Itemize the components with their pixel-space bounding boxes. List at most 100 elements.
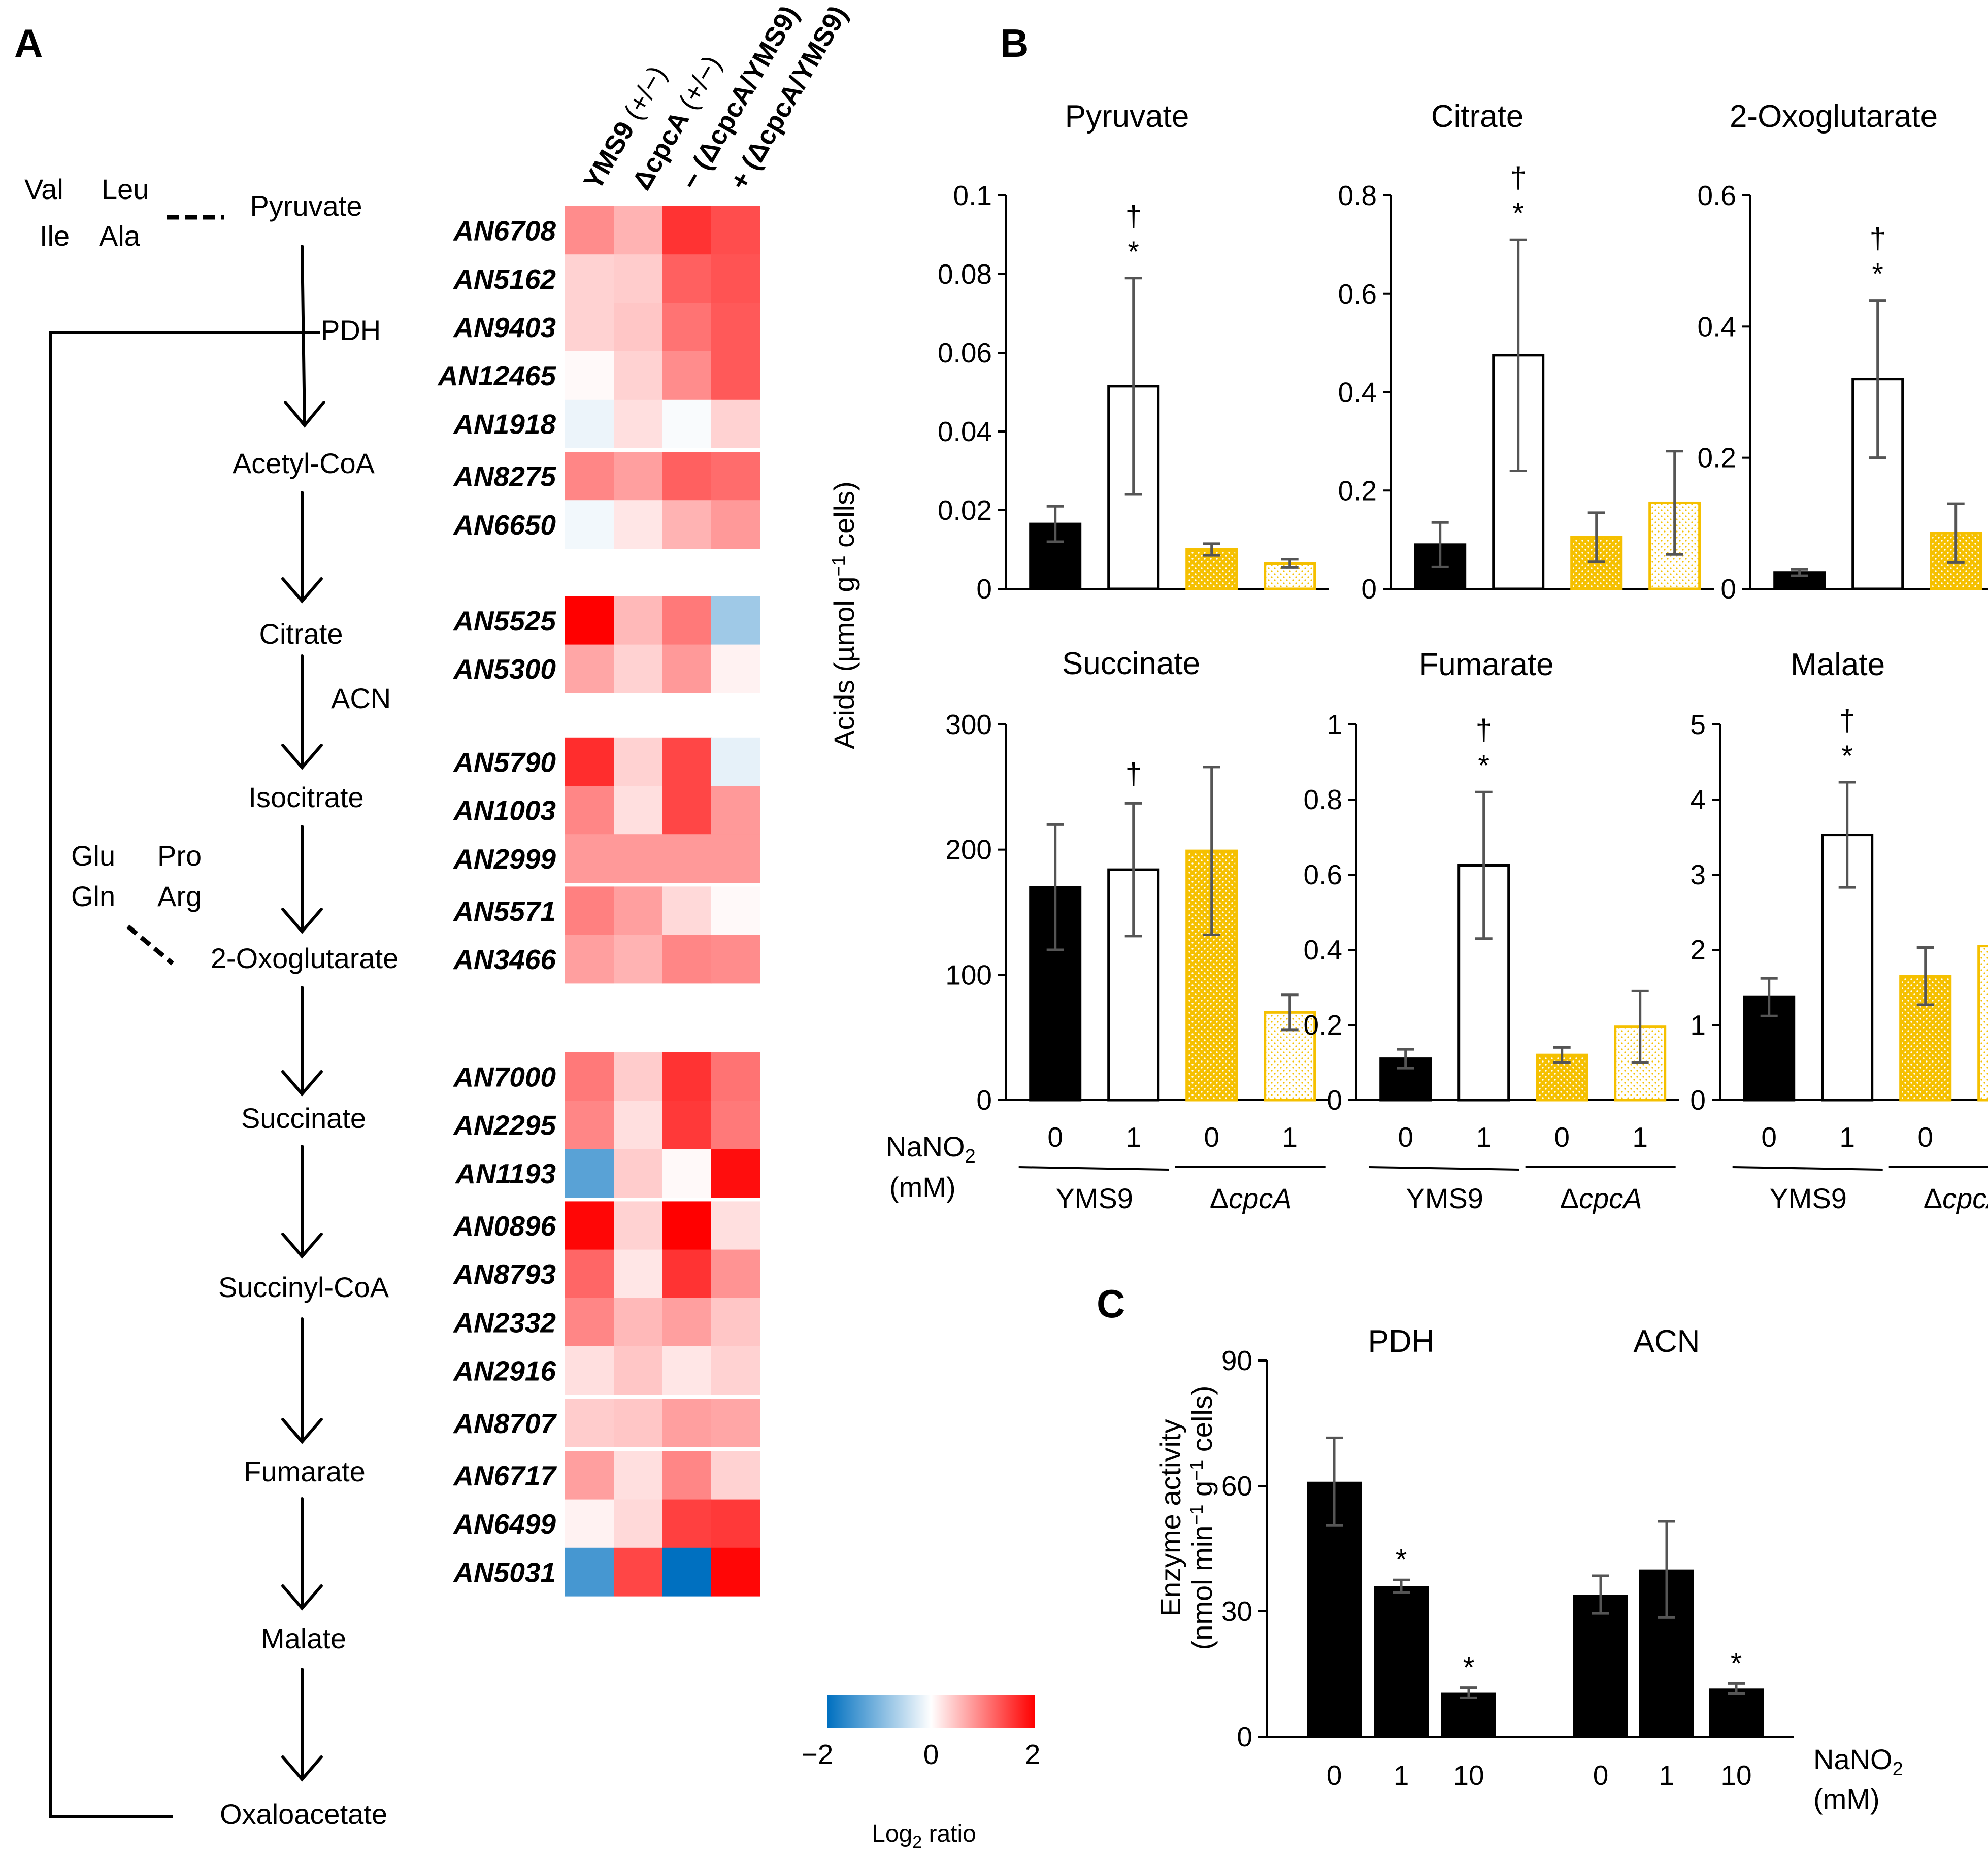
group-bracket-yms9 xyxy=(1369,1166,1519,1171)
heatmap-colorbar: −2 0 2 Log2 ratio xyxy=(802,1695,1040,1852)
x-category-label: 1 xyxy=(1839,1121,1855,1153)
x-category-label: 0 xyxy=(1398,1121,1413,1153)
heatmap-cell-AN2295-1 xyxy=(614,1101,663,1149)
heatmap-cell-AN8275-2 xyxy=(662,452,712,501)
gene-name: cpcA xyxy=(1942,1182,1988,1214)
panel-label-a: A xyxy=(14,21,43,65)
chart-succinate: Succinate 0 100 200 300 0 † 1 0 1 YMS9 ΔcpcA xyxy=(945,646,1329,1214)
delta: Δ xyxy=(1560,1182,1579,1214)
xlabel-sub: 2 xyxy=(965,1146,976,1167)
heatmap-cell-AN5300-1 xyxy=(614,644,663,693)
gene-label-AN5031: AN5031 xyxy=(452,1556,556,1588)
gene-label-AN9403: AN9403 xyxy=(452,312,556,343)
chart-title: Pyruvate xyxy=(1065,99,1189,134)
heatmap-cell-AN7000-0 xyxy=(565,1052,614,1101)
heatmap-cell-AN2999-0 xyxy=(565,834,614,883)
significance-star: * xyxy=(1128,236,1139,269)
heatmap-cell-AN5300-3 xyxy=(711,644,760,693)
heatmap-cell-AN3466-2 xyxy=(662,935,712,984)
heatmap-cell-AN3466-0 xyxy=(565,935,614,984)
metabolite-succinate: Succinate xyxy=(241,1102,366,1134)
bar-2 xyxy=(1441,1692,1496,1737)
heatmap-cell-AN3466-3 xyxy=(711,935,760,984)
heatmap-cell-AN5031-1 xyxy=(614,1547,663,1597)
y-tick-label: 0.02 xyxy=(938,494,992,526)
gene-label-AN2999: AN2999 xyxy=(452,843,556,875)
delta: Δ xyxy=(1924,1182,1942,1214)
heatmap-cell-AN1193-2 xyxy=(662,1149,712,1198)
colorbar-label: Log2 ratio xyxy=(872,1820,976,1852)
heatmap-cell-AN2295-3 xyxy=(711,1101,760,1149)
heatmap-cell-AN5162-2 xyxy=(662,254,712,303)
heatmap-cell-AN5790-2 xyxy=(662,737,712,786)
bar-1 xyxy=(1821,834,1874,1102)
metabolite-pyruvate: Pyruvate xyxy=(250,190,362,222)
heatmap-cell-AN1918-0 xyxy=(565,399,614,448)
heatmap-cell-AN5571-0 xyxy=(565,886,614,936)
heatmap-cell-AN7000-2 xyxy=(662,1052,712,1101)
y-tick-label: 0 xyxy=(976,1084,992,1116)
chart-title: Fumarate xyxy=(1419,647,1553,682)
aa-glu: Glu xyxy=(71,840,115,872)
heatmap-cell-AN8793-2 xyxy=(662,1249,712,1299)
x-category-label: 0 xyxy=(1593,1760,1609,1791)
x-category-label: 1 xyxy=(1476,1121,1492,1153)
heatmap-cell-AN2295-2 xyxy=(662,1101,712,1149)
heatmap-cell-AN5790-1 xyxy=(614,737,663,786)
y-tick-label: 0.06 xyxy=(938,337,992,369)
aa-pro: Pro xyxy=(157,840,202,872)
heatmap-cell-AN1918-3 xyxy=(711,399,760,448)
heatmap-cell-AN9403-1 xyxy=(614,303,663,352)
y-tick-label: 200 xyxy=(945,834,992,866)
heatmap-cell-AN9403-2 xyxy=(662,303,712,352)
y-tick-label: 0.4 xyxy=(1698,311,1736,342)
gene-label-AN5571: AN5571 xyxy=(452,895,556,927)
heatmap-cell-AN2332-2 xyxy=(662,1298,712,1347)
significance-star: * xyxy=(1396,1543,1407,1576)
y-tick-label: 0.6 xyxy=(1338,278,1377,310)
gene-label-AN8707: AN8707 xyxy=(452,1408,557,1439)
heatmap-cell-AN2999-3 xyxy=(711,834,760,883)
gene-name: cpcA xyxy=(1229,1182,1292,1214)
significance-dagger: † xyxy=(1839,704,1856,737)
y-tick-label: 0.8 xyxy=(1304,784,1342,815)
heatmap-cell-AN6650-1 xyxy=(614,500,663,549)
heatmap-cell-AN5525-1 xyxy=(614,596,663,645)
metabolite-acetyl-coa: Acetyl-CoA xyxy=(233,447,375,479)
significance-star: * xyxy=(1872,258,1883,291)
panel-c-enzyme-activity: Enzyme activity (nmol min−1 g−1 cells) N… xyxy=(1154,1324,1903,1815)
heatmap-cell-AN0896-1 xyxy=(614,1201,663,1250)
heatmap-cell-AN12465-3 xyxy=(711,351,760,400)
heatmap-cell-AN5031-3 xyxy=(711,1547,760,1597)
panel-c-chart: 0 30 60 90 PDH 0 * 1 * 10 ACN 0 1 * 10 xyxy=(1221,1324,1794,1791)
heatmap-cell-AN8707-1 xyxy=(614,1399,663,1447)
heatmap-cell-AN5790-0 xyxy=(565,737,614,786)
heatmap-cell-AN5525-2 xyxy=(662,596,712,645)
significance-dagger: † xyxy=(1870,222,1886,255)
y-tick-label: 5 xyxy=(1690,709,1706,740)
heatmap-cell-AN6650-3 xyxy=(711,500,760,549)
panel-c-y-axis-label-line2: (nmol min−1 g−1 cells) xyxy=(1186,1386,1218,1650)
heatmap-cell-AN6708-0 xyxy=(565,206,614,255)
gene-label-AN2295: AN2295 xyxy=(452,1110,556,1141)
y-tick-label: 0.2 xyxy=(1698,442,1736,474)
heatmap-cell-AN6717-2 xyxy=(662,1451,712,1500)
y-tick-label: 0.8 xyxy=(1338,180,1377,211)
aa-arg: Arg xyxy=(157,880,202,912)
bar-1 xyxy=(1374,1586,1429,1737)
heatmap-cell-AN8793-3 xyxy=(711,1249,760,1299)
enzyme-pdh: PDH xyxy=(321,314,381,346)
gene-label-AN6650: AN6650 xyxy=(452,509,556,541)
x-category-label: 1 xyxy=(1125,1121,1141,1153)
heatmap-cell-AN1918-1 xyxy=(614,399,663,448)
heatmap-gene-labels: AN6708 AN5162 AN9403 AN12465 AN1918 AN8275 AN6… xyxy=(437,215,557,1588)
heatmap-column-headers: YMS9 (+/−)ΔcpcA (+/−)− (ΔcpcA/YMS9)+ (Δc… xyxy=(578,1,853,195)
heatmap-cell-AN0896-3 xyxy=(711,1201,760,1250)
heatmap-cell-AN3466-1 xyxy=(614,935,663,984)
gene-label-AN1918: AN1918 xyxy=(452,408,556,440)
heatmap-cell-AN8707-3 xyxy=(711,1399,760,1447)
chart-title: Malate xyxy=(1791,647,1885,682)
heatmap-cell-AN8275-3 xyxy=(711,452,760,501)
heatmap-cell-AN6708-2 xyxy=(662,206,712,255)
aa-ile: Ile xyxy=(40,220,70,252)
